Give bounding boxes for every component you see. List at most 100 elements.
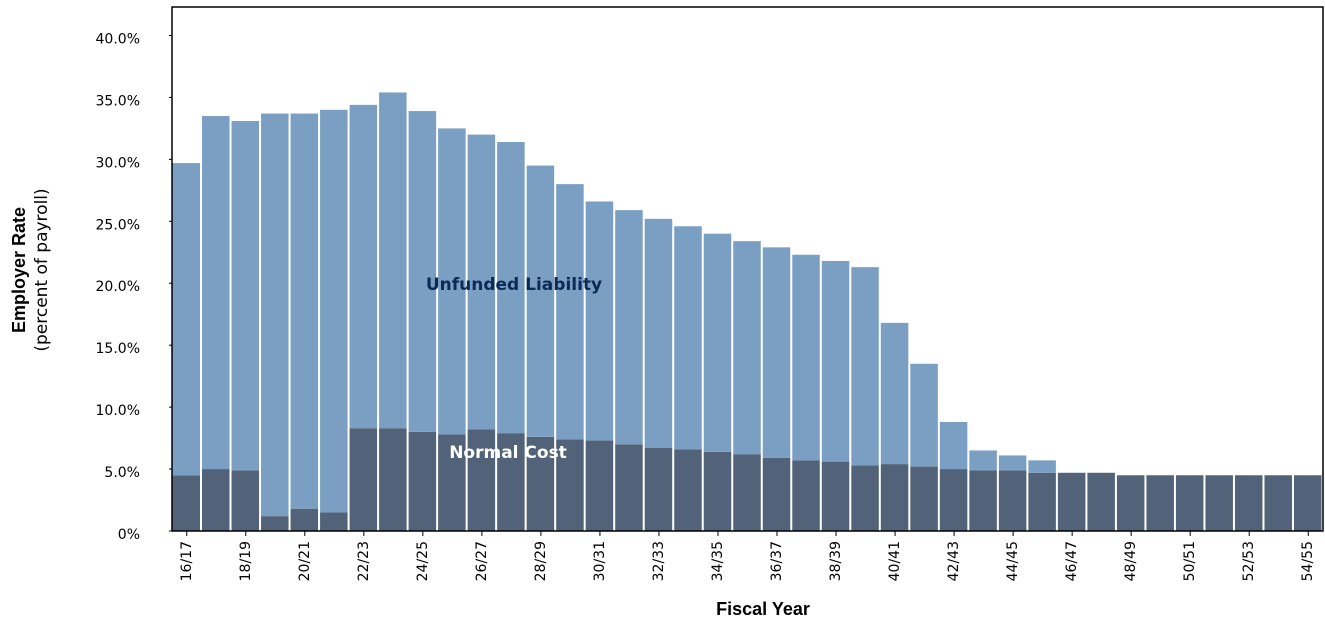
bar-segment: [290, 113, 319, 509]
x-tick-label: 42/43: [946, 541, 962, 581]
bar-segment: [1234, 475, 1263, 531]
bar-segment: [231, 470, 260, 531]
bar-segment: [585, 201, 614, 441]
bar-segment: [320, 512, 348, 531]
series-label: Normal Cost: [449, 443, 567, 463]
bar-segment: [733, 241, 761, 455]
bar-segment: [1205, 475, 1233, 531]
bar-segment: [792, 254, 820, 461]
bar-segment: [644, 448, 673, 531]
y-tick-label: 40.0%: [96, 31, 140, 47]
bar-segment: [674, 226, 702, 450]
bar-segment: [497, 142, 525, 434]
bar-segment: [1146, 475, 1174, 531]
y-tick-label: 15.0%: [96, 341, 140, 357]
bar-segment: [762, 247, 791, 458]
y-tick-label: 30.0%: [96, 155, 140, 171]
x-axis-title: Fiscal Year: [716, 599, 810, 619]
series-label: Unfunded Liability: [426, 275, 602, 295]
bar-segment: [703, 233, 732, 452]
x-tick-label: 32/33: [651, 541, 667, 581]
bar-segment: [851, 465, 879, 531]
bar-segment: [261, 516, 289, 531]
plot-frame: [171, 6, 1324, 532]
bar-segment: [526, 436, 555, 531]
y-tick-label: 20.0%: [96, 279, 140, 295]
bar-segment: [998, 470, 1027, 531]
x-tick-label: 20/21: [297, 541, 313, 581]
bar-segment: [231, 120, 260, 471]
bar-segment: [1116, 475, 1145, 531]
x-tick-label: 16/17: [179, 541, 195, 581]
x-tick-label: 18/19: [238, 541, 254, 581]
y-tick-label: 35.0%: [96, 93, 140, 109]
bar-segment: [556, 439, 584, 531]
x-tick-label: 36/37: [769, 541, 785, 581]
bar-segment: [615, 210, 643, 445]
bar-segment: [408, 431, 437, 531]
x-tick-label: 40/41: [887, 541, 903, 581]
bar-segment: [851, 267, 879, 466]
bar-segment: [438, 434, 466, 531]
x-tick-label: 34/35: [710, 541, 726, 581]
y-tick-label: 10.0%: [96, 403, 140, 419]
bar-segment: [939, 469, 968, 531]
x-tick-label: 22/23: [356, 541, 372, 581]
bar-segment: [821, 461, 850, 531]
bar-segment: [526, 165, 555, 437]
bar-segment: [880, 322, 909, 465]
bar-segment: [438, 128, 466, 435]
y-axis-title: Employer Rate: [9, 207, 29, 333]
bar-segment: [408, 111, 437, 432]
bar-segment: [202, 469, 230, 531]
bar-segment: [821, 260, 850, 462]
x-tick-label: 38/39: [828, 541, 844, 581]
bar-segment: [349, 428, 378, 531]
bar-segment: [1028, 460, 1056, 473]
bar-segment: [703, 451, 732, 531]
bar-segment: [290, 508, 319, 531]
bar-segment: [379, 428, 407, 531]
bar-segment: [202, 116, 230, 470]
bar-segment: [969, 450, 997, 471]
bar-segment: [467, 134, 496, 430]
bar-segment: [733, 454, 761, 531]
bar-segment: [497, 433, 525, 531]
bar-segment: [1057, 472, 1086, 531]
y-axis-subtitle: (percent of payroll): [32, 188, 52, 351]
y-tick-label: 5.0%: [104, 465, 140, 481]
bar-segment: [556, 184, 584, 440]
bar-segment: [910, 363, 938, 467]
bar-segment: [969, 470, 997, 531]
bar-segment: [585, 440, 614, 531]
x-tick-label: 24/25: [415, 541, 431, 581]
y-tick-label: 25.0%: [96, 217, 140, 233]
bar-segment: [261, 113, 289, 517]
bar-segment: [762, 457, 791, 531]
x-tick-label: 46/47: [1064, 541, 1080, 581]
bar-segment: [320, 109, 348, 513]
bar-segment: [939, 421, 968, 470]
x-tick-label: 48/49: [1123, 541, 1139, 581]
bar-segment: [172, 163, 201, 476]
bar-segment: [1087, 472, 1115, 531]
bar-segment: [1028, 472, 1056, 531]
x-tick-label: 52/53: [1241, 541, 1257, 581]
bar-segment: [349, 104, 378, 429]
bar-segment: [615, 444, 643, 531]
bar-segment: [910, 466, 938, 531]
bar-segment: [1264, 475, 1292, 531]
bar-segment: [379, 92, 407, 429]
x-tick-label: 54/55: [1300, 541, 1316, 581]
bar-segment: [880, 464, 909, 531]
bar-segment: [467, 429, 496, 531]
bar-segment: [644, 218, 673, 449]
x-tick-label: 50/51: [1182, 541, 1198, 581]
bar-segment: [172, 475, 201, 531]
bar-segment: [674, 449, 702, 531]
x-tick-label: 28/29: [533, 541, 549, 581]
x-tick-label: 44/45: [1005, 541, 1021, 581]
y-tick-label: 0%: [118, 527, 140, 543]
x-tick-label: 30/31: [592, 541, 608, 581]
